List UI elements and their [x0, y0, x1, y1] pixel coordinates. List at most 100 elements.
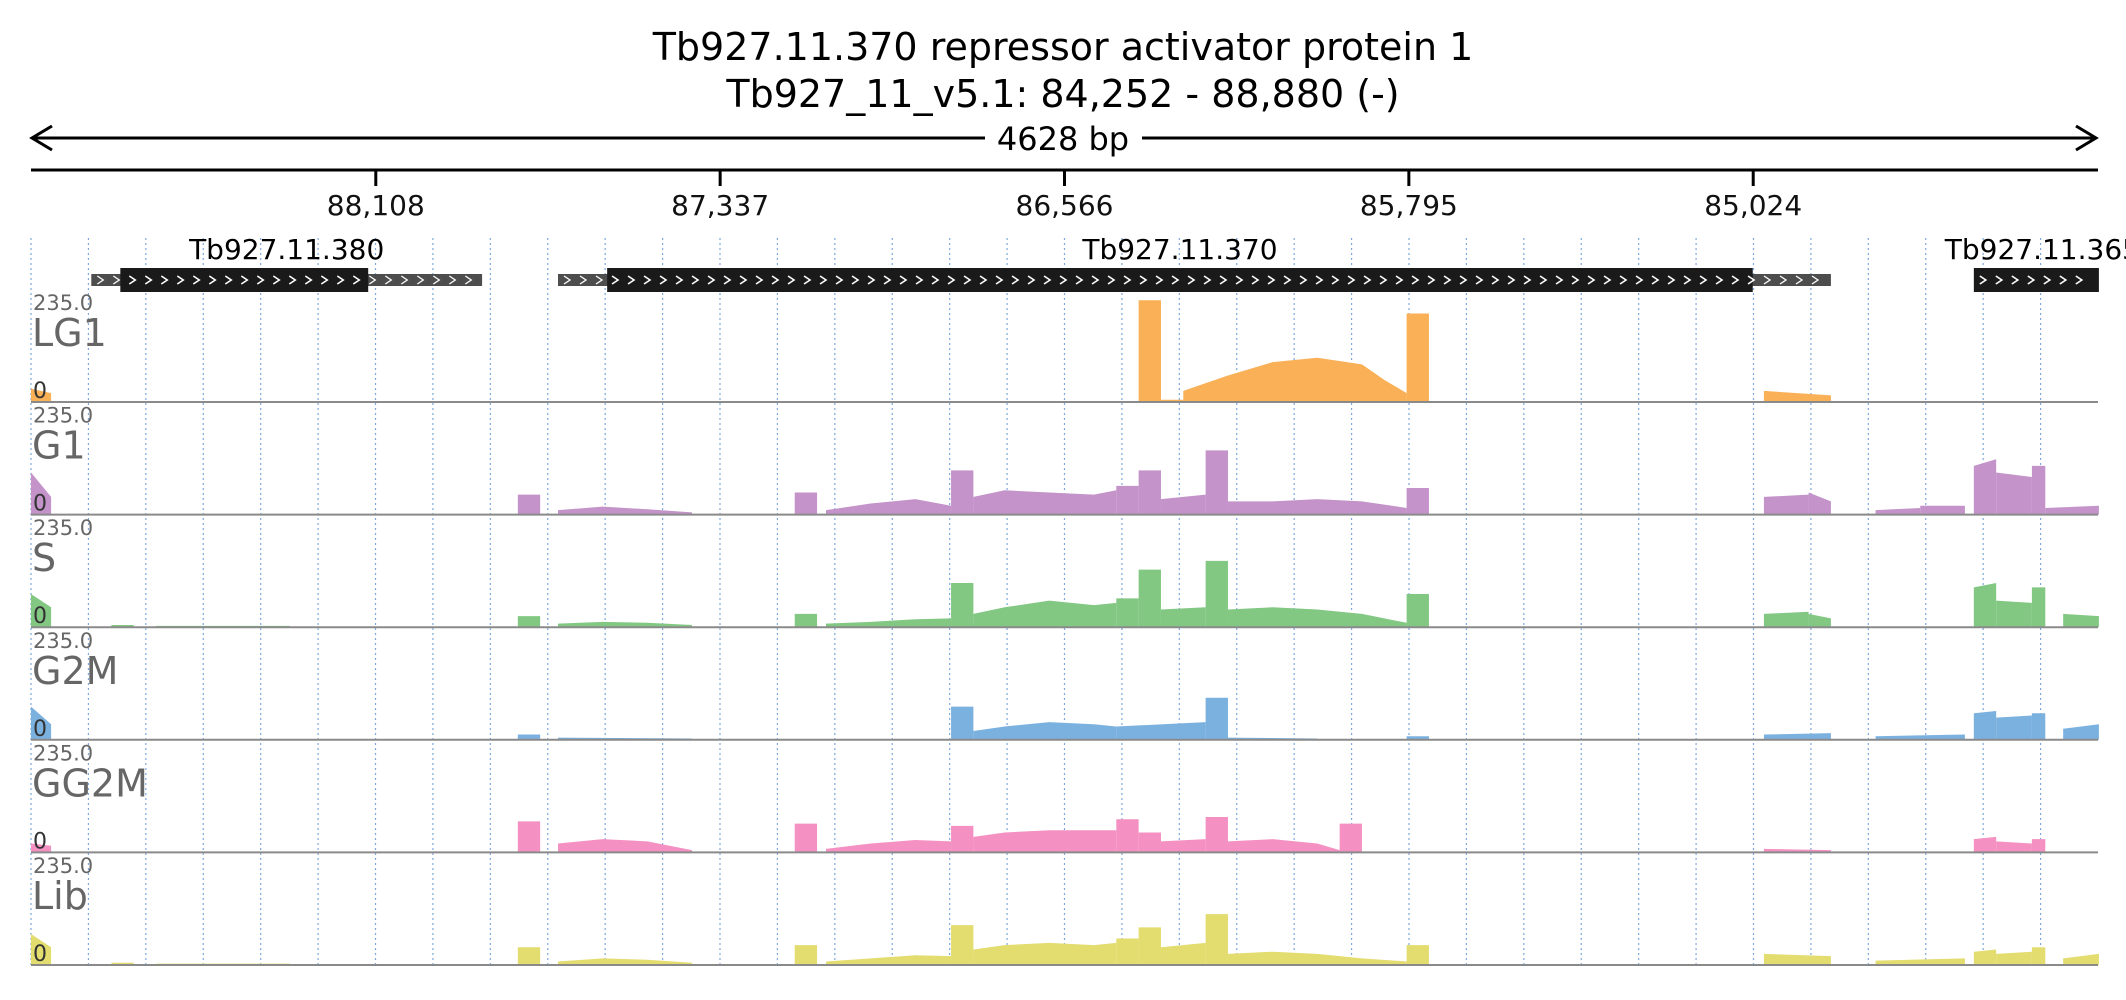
strand-chevron-icon — [643, 275, 652, 285]
track-name: G2M — [32, 649, 118, 693]
strand-chevron-icon — [1379, 275, 1388, 285]
coverage-area — [2063, 724, 2099, 740]
coverage-area — [31, 472, 52, 515]
strand-chevron-icon — [1395, 275, 1404, 285]
span-indicator: 4628 bp — [29, 120, 2099, 158]
strand-chevron-icon — [707, 275, 716, 285]
coverage-area — [1160, 839, 1206, 853]
strand-chevron-icon — [1155, 275, 1164, 285]
strand-chevron-icon — [1091, 275, 1100, 285]
strand-chevron-icon — [1267, 275, 1276, 285]
coverage-area — [558, 839, 693, 853]
track-zero-label: 0 — [33, 942, 47, 967]
strand-chevron-icon — [1027, 275, 1036, 285]
coverage-area — [951, 470, 974, 515]
coverage-area — [31, 388, 52, 402]
x-tick-label: 85,024 — [1704, 189, 1802, 222]
strand-chevron-icon — [1571, 275, 1580, 285]
track-name: LG1 — [32, 311, 107, 355]
coverage-area — [2031, 839, 2046, 853]
strand-chevron-icon — [1635, 275, 1644, 285]
chart-title: Tb927.11.370 repressor activator protein… — [652, 25, 1474, 69]
coverage-area — [1875, 734, 1965, 740]
coverage-area — [826, 499, 952, 515]
strand-chevron-icon — [931, 275, 940, 285]
strand-chevron-icon — [739, 275, 748, 285]
track-zero-label: 0 — [33, 492, 47, 517]
strand-chevron-icon — [416, 275, 425, 285]
coverage-area — [1996, 472, 2032, 515]
strand-chevron-icon — [1299, 275, 1308, 285]
track-zero-label: 0 — [33, 829, 47, 854]
strand-chevron-icon — [1979, 275, 1988, 285]
coverage-area — [517, 494, 541, 515]
strand-chevron-icon — [1251, 275, 1260, 285]
strand-chevron-icon — [448, 275, 457, 285]
strand-chevron-icon — [1539, 275, 1548, 285]
strand-chevron-icon — [1459, 275, 1468, 285]
strand-chevron-icon — [1491, 275, 1500, 285]
strand-chevron-icon — [336, 275, 345, 285]
strand-chevron-icon — [352, 275, 361, 285]
strand-chevron-icon — [867, 275, 876, 285]
strand-chevron-icon — [1683, 275, 1692, 285]
track-zero-label: 0 — [33, 379, 47, 404]
strand-chevron-icon — [1187, 275, 1196, 285]
coverage-area — [1160, 607, 1206, 628]
coverage-area — [1763, 953, 1831, 965]
coverage-tracks: 235.0LG10235.0G10235.0S0235.0G2M0235.0GG… — [31, 291, 2099, 967]
gene-cds — [120, 268, 369, 292]
coverage-area — [1138, 832, 1161, 853]
strand-chevron-icon — [128, 275, 137, 285]
strand-chevron-icon — [1763, 275, 1772, 285]
strand-chevron-icon — [1363, 275, 1372, 285]
strand-chevron-icon — [1059, 275, 1068, 285]
strand-chevron-icon — [1315, 275, 1324, 285]
strand-chevron-icon — [1731, 275, 1740, 285]
strand-chevron-icon — [400, 275, 409, 285]
coverage-area — [558, 621, 693, 628]
strand-chevron-icon — [675, 275, 684, 285]
track-name: G1 — [32, 424, 86, 468]
coverage-area — [826, 840, 952, 853]
strand-chevron-icon — [1779, 275, 1788, 285]
strand-chevron-icon — [160, 275, 169, 285]
x-axis: 88,108 87,337 86,566 85,795 85,024 — [31, 168, 2098, 222]
chart-subtitle: Tb927_11_v5.1: 84,252 - 88,880 (-) — [725, 72, 1399, 116]
strand-chevron-icon — [144, 275, 153, 285]
coverage-area — [517, 821, 541, 853]
strand-chevron-icon — [1427, 275, 1436, 285]
strand-chevron-icon — [851, 275, 860, 285]
strand-chevron-icon — [755, 275, 764, 285]
strand-chevron-icon — [1075, 275, 1084, 285]
coverage-area — [1763, 733, 1831, 740]
span-length-label: 4628 bp — [997, 120, 1129, 158]
coverage-area — [973, 942, 1117, 965]
coverage-area — [1406, 313, 1429, 402]
coverage-area — [794, 492, 818, 515]
coverage-area — [973, 600, 1117, 628]
strand-chevron-icon — [803, 275, 812, 285]
coverage-area — [973, 490, 1117, 515]
coverage-area — [1973, 711, 1997, 740]
coverage-area — [558, 506, 693, 515]
strand-chevron-icon — [320, 275, 329, 285]
coverage-area — [2063, 613, 2099, 628]
gene-cds — [1973, 268, 2099, 292]
coverage-area — [1138, 300, 1161, 402]
strand-chevron-icon — [1587, 275, 1596, 285]
gene-name: Tb927.11.370 — [1081, 233, 1277, 266]
strand-chevron-icon — [432, 275, 441, 285]
coverage-area — [31, 706, 52, 740]
coverage-area — [951, 925, 974, 965]
strand-chevron-icon — [963, 275, 972, 285]
coverage-area — [1808, 492, 1831, 515]
strand-chevron-icon — [1995, 275, 2004, 285]
coverage-area — [2045, 505, 2099, 515]
coverage-area — [1116, 485, 1139, 515]
coverage-area — [1973, 836, 1997, 853]
coverage-area — [517, 734, 541, 740]
coverage-area — [1227, 499, 1407, 515]
strand-chevron-icon — [384, 275, 393, 285]
